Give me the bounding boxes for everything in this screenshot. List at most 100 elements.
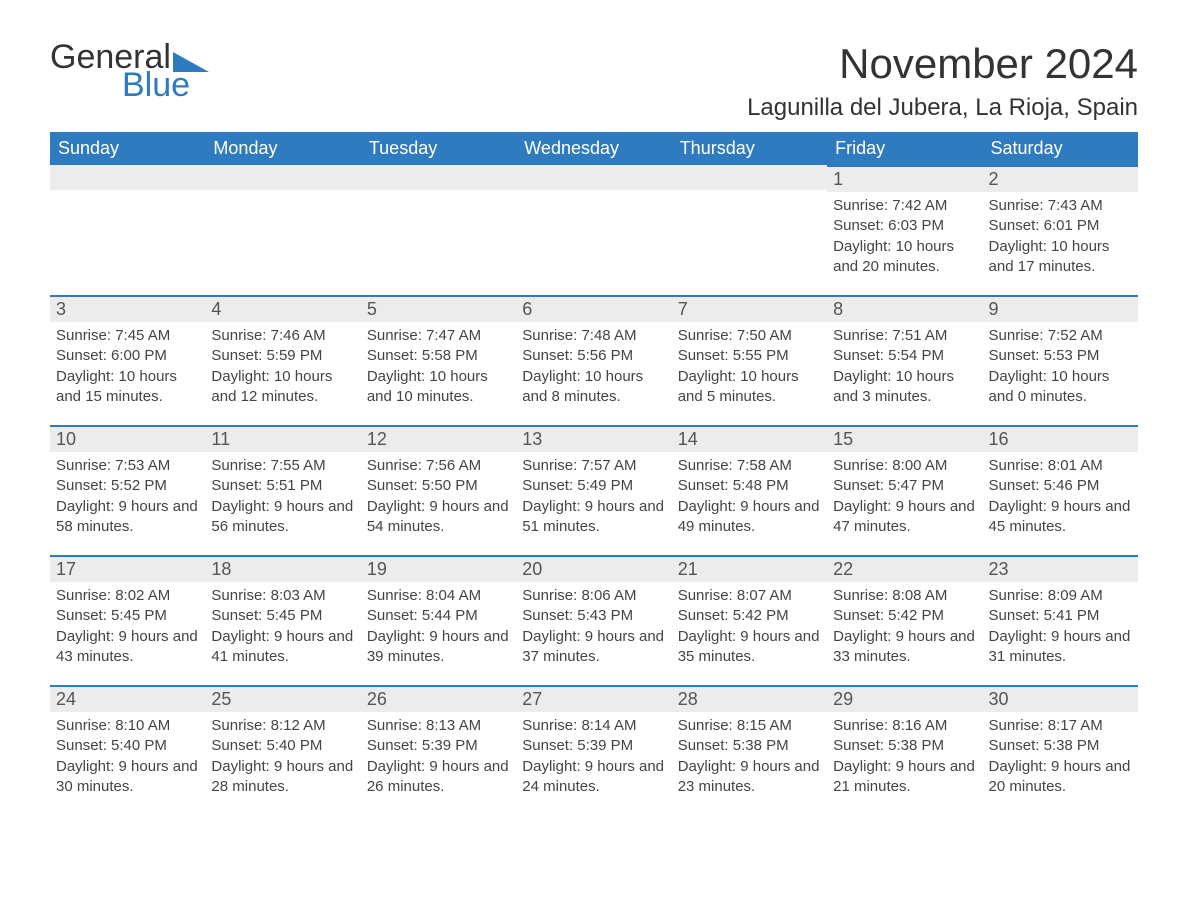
calendar-cell: 13Sunrise: 7:57 AMSunset: 5:49 PMDayligh… bbox=[516, 425, 671, 555]
sunrise-line: Sunrise: 8:10 AM bbox=[56, 716, 199, 736]
day-body: Sunrise: 8:08 AMSunset: 5:42 PMDaylight:… bbox=[827, 582, 982, 675]
daylight-line: Daylight: 10 hours and 5 minutes. bbox=[678, 367, 821, 408]
sunset-line: Sunset: 5:40 PM bbox=[211, 736, 354, 756]
calendar-cell: 3Sunrise: 7:45 AMSunset: 6:00 PMDaylight… bbox=[50, 295, 205, 425]
daylight-line: Daylight: 9 hours and 51 minutes. bbox=[522, 497, 665, 538]
calendar-cell: 2Sunrise: 7:43 AMSunset: 6:01 PMDaylight… bbox=[983, 165, 1138, 295]
daylight-line: Daylight: 10 hours and 10 minutes. bbox=[367, 367, 510, 408]
calendar-cell: 24Sunrise: 8:10 AMSunset: 5:40 PMDayligh… bbox=[50, 685, 205, 815]
day-body: Sunrise: 7:51 AMSunset: 5:54 PMDaylight:… bbox=[827, 322, 982, 415]
day-number: 2 bbox=[983, 165, 1138, 192]
sunrise-line: Sunrise: 7:43 AM bbox=[989, 196, 1132, 216]
calendar-cell: 9Sunrise: 7:52 AMSunset: 5:53 PMDaylight… bbox=[983, 295, 1138, 425]
daylight-line: Daylight: 9 hours and 39 minutes. bbox=[367, 627, 510, 668]
calendar-cell: 29Sunrise: 8:16 AMSunset: 5:38 PMDayligh… bbox=[827, 685, 982, 815]
day-body: Sunrise: 7:48 AMSunset: 5:56 PMDaylight:… bbox=[516, 322, 671, 415]
calendar-cell: 20Sunrise: 8:06 AMSunset: 5:43 PMDayligh… bbox=[516, 555, 671, 685]
sunrise-line: Sunrise: 8:09 AM bbox=[989, 586, 1132, 606]
sunset-line: Sunset: 5:53 PM bbox=[989, 346, 1132, 366]
daylight-line: Daylight: 9 hours and 47 minutes. bbox=[833, 497, 976, 538]
calendar-cell: 1Sunrise: 7:42 AMSunset: 6:03 PMDaylight… bbox=[827, 165, 982, 295]
day-body: Sunrise: 7:47 AMSunset: 5:58 PMDaylight:… bbox=[361, 322, 516, 415]
day-body: Sunrise: 8:16 AMSunset: 5:38 PMDaylight:… bbox=[827, 712, 982, 805]
calendar-cell: 7Sunrise: 7:50 AMSunset: 5:55 PMDaylight… bbox=[672, 295, 827, 425]
sunset-line: Sunset: 5:44 PM bbox=[367, 606, 510, 626]
weekday-header: Monday bbox=[205, 132, 360, 165]
sunrise-line: Sunrise: 7:51 AM bbox=[833, 326, 976, 346]
sunset-line: Sunset: 5:58 PM bbox=[367, 346, 510, 366]
day-number: 19 bbox=[361, 555, 516, 582]
sunset-line: Sunset: 5:56 PM bbox=[522, 346, 665, 366]
calendar-cell: 18Sunrise: 8:03 AMSunset: 5:45 PMDayligh… bbox=[205, 555, 360, 685]
sunset-line: Sunset: 5:38 PM bbox=[833, 736, 976, 756]
sunset-line: Sunset: 5:38 PM bbox=[989, 736, 1132, 756]
daylight-line: Daylight: 10 hours and 12 minutes. bbox=[211, 367, 354, 408]
calendar-cell: 25 Sunrise: 8:12 AMSunset: 5:40 PMDayligh… bbox=[205, 685, 360, 815]
sunrise-line: Sunrise: 8:12 AM bbox=[211, 716, 354, 736]
day-number: 9 bbox=[983, 295, 1138, 322]
sunrise-line: Sunrise: 7:57 AM bbox=[522, 456, 665, 476]
sunrise-line: Sunrise: 8:08 AM bbox=[833, 586, 976, 606]
calendar-row: 24Sunrise: 8:10 AMSunset: 5:40 PMDayligh… bbox=[50, 685, 1138, 815]
sunrise-line: Sunrise: 8:17 AM bbox=[989, 716, 1132, 736]
daylight-line: Daylight: 9 hours and 49 minutes. bbox=[678, 497, 821, 538]
sunset-line: Sunset: 5:46 PM bbox=[989, 476, 1132, 496]
daylight-line: Daylight: 9 hours and 33 minutes. bbox=[833, 627, 976, 668]
calendar-cell: 21Sunrise: 8:07 AMSunset: 5:42 PMDayligh… bbox=[672, 555, 827, 685]
calendar-cell bbox=[205, 165, 360, 295]
day-body: Sunrise: 7:46 AMSunset: 5:59 PMDaylight:… bbox=[205, 322, 360, 415]
sunset-line: Sunset: 5:50 PM bbox=[367, 476, 510, 496]
day-number: 24 bbox=[50, 685, 205, 712]
daylight-line: Daylight: 10 hours and 3 minutes. bbox=[833, 367, 976, 408]
calendar-cell: 15Sunrise: 8:00 AMSunset: 5:47 PMDayligh… bbox=[827, 425, 982, 555]
calendar-cell: 27Sunrise: 8:14 AMSunset: 5:39 PMDayligh… bbox=[516, 685, 671, 815]
sunset-line: Sunset: 6:01 PM bbox=[989, 216, 1132, 236]
day-body: Sunrise: 7:45 AMSunset: 6:00 PMDaylight:… bbox=[50, 322, 205, 415]
day-number: 16 bbox=[983, 425, 1138, 452]
sunrise-line: Sunrise: 7:45 AM bbox=[56, 326, 199, 346]
calendar-cell: 14Sunrise: 7:58 AMSunset: 5:48 PMDayligh… bbox=[672, 425, 827, 555]
day-body: Sunrise: 8:02 AMSunset: 5:45 PMDaylight:… bbox=[50, 582, 205, 675]
daylight-line: Daylight: 9 hours and 20 minutes. bbox=[989, 757, 1132, 798]
weekday-header: Wednesday bbox=[516, 132, 671, 165]
daylight-line: Daylight: 9 hours and 24 minutes. bbox=[522, 757, 665, 798]
sunset-line: Sunset: 5:45 PM bbox=[56, 606, 199, 626]
daylight-line: Daylight: 10 hours and 20 minutes. bbox=[833, 237, 976, 278]
sunset-line: Sunset: 5:40 PM bbox=[56, 736, 199, 756]
logo-text-blue: Blue bbox=[122, 68, 209, 102]
sunrise-line: Sunrise: 7:42 AM bbox=[833, 196, 976, 216]
daylight-line: Daylight: 9 hours and 30 minutes. bbox=[56, 757, 199, 798]
daylight-line: Daylight: 9 hours and 28 minutes. bbox=[211, 757, 354, 798]
calendar-cell bbox=[516, 165, 671, 295]
calendar-cell: 5Sunrise: 7:47 AMSunset: 5:58 PMDaylight… bbox=[361, 295, 516, 425]
sunset-line: Sunset: 5:45 PM bbox=[211, 606, 354, 626]
day-number: 3 bbox=[50, 295, 205, 322]
calendar-row: 17Sunrise: 8:02 AMSunset: 5:45 PMDayligh… bbox=[50, 555, 1138, 685]
sunrise-line: Sunrise: 7:48 AM bbox=[522, 326, 665, 346]
day-number: 6 bbox=[516, 295, 671, 322]
day-body: Sunrise: 8:07 AMSunset: 5:42 PMDaylight:… bbox=[672, 582, 827, 675]
daylight-line: Daylight: 9 hours and 45 minutes. bbox=[989, 497, 1132, 538]
calendar-cell: 19Sunrise: 8:04 AMSunset: 5:44 PMDayligh… bbox=[361, 555, 516, 685]
day-body: Sunrise: 7:42 AMSunset: 6:03 PMDaylight:… bbox=[827, 192, 982, 285]
day-number: 15 bbox=[827, 425, 982, 452]
sunset-line: Sunset: 5:42 PM bbox=[678, 606, 821, 626]
sunset-line: Sunset: 5:55 PM bbox=[678, 346, 821, 366]
sunset-line: Sunset: 6:00 PM bbox=[56, 346, 199, 366]
day-number: 25 bbox=[205, 685, 360, 712]
day-number: 20 bbox=[516, 555, 671, 582]
day-body: Sunrise: 7:43 AMSunset: 6:01 PMDaylight:… bbox=[983, 192, 1138, 285]
daylight-line: Daylight: 9 hours and 37 minutes. bbox=[522, 627, 665, 668]
daylight-line: Daylight: 10 hours and 0 minutes. bbox=[989, 367, 1132, 408]
day-body: Sunrise: 7:58 AMSunset: 5:48 PMDaylight:… bbox=[672, 452, 827, 545]
calendar-cell: 4Sunrise: 7:46 AMSunset: 5:59 PMDaylight… bbox=[205, 295, 360, 425]
day-number: 27 bbox=[516, 685, 671, 712]
sunrise-line: Sunrise: 8:00 AM bbox=[833, 456, 976, 476]
sunrise-line: Sunrise: 7:56 AM bbox=[367, 456, 510, 476]
daylight-line: Daylight: 10 hours and 17 minutes. bbox=[989, 237, 1132, 278]
calendar-cell: 17Sunrise: 8:02 AMSunset: 5:45 PMDayligh… bbox=[50, 555, 205, 685]
day-body: Sunrise: 8:15 AMSunset: 5:38 PMDaylight:… bbox=[672, 712, 827, 805]
day-number: 17 bbox=[50, 555, 205, 582]
daylight-line: Daylight: 10 hours and 15 minutes. bbox=[56, 367, 199, 408]
day-body: Sunrise: 8:10 AMSunset: 5:40 PMDaylight:… bbox=[50, 712, 205, 805]
